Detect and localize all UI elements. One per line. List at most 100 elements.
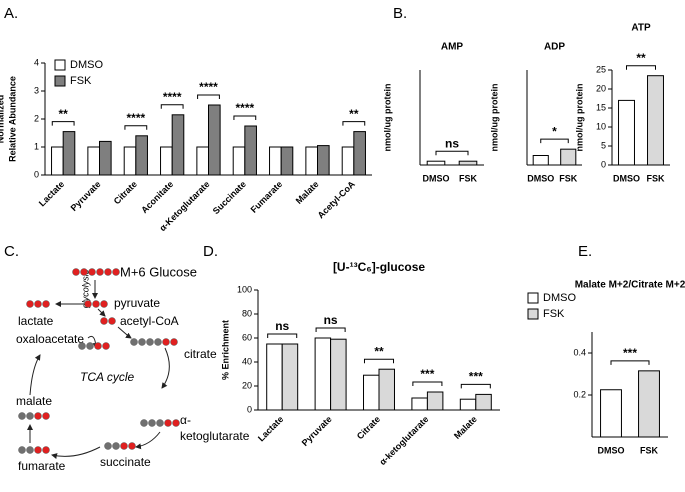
bar xyxy=(87,146,101,176)
legend-swatch xyxy=(527,292,539,304)
bar xyxy=(269,146,282,176)
node-label: acetyl-CoA xyxy=(120,314,179,328)
node-label: ketoglutarate xyxy=(180,429,250,443)
chart-title: Malate M+2/Citrate M+2 xyxy=(575,280,685,291)
carbon-dot xyxy=(92,300,100,308)
carbon-dot xyxy=(172,419,180,427)
y-tick-label: 10 xyxy=(596,121,606,131)
sig-label: **** xyxy=(199,80,218,94)
node-label: fumarate xyxy=(18,459,66,473)
sig-bracket xyxy=(124,125,148,130)
bar xyxy=(317,145,330,176)
carbon-dot xyxy=(112,268,120,276)
carbon-dot xyxy=(100,317,108,325)
y-axis-label: nmol/ug protein xyxy=(574,84,584,152)
carbon-dot xyxy=(42,300,50,308)
bar xyxy=(314,337,332,411)
x-tick-label: Citrate xyxy=(112,179,139,206)
sig-bracket xyxy=(435,150,469,156)
sig-label: * xyxy=(552,124,557,138)
node-label: malate xyxy=(16,394,52,408)
y-axis-label: nmol/ug protein xyxy=(382,84,392,152)
chart-title: AMP xyxy=(441,42,464,53)
carbon-dot xyxy=(154,338,162,346)
x-tick-label: Malate xyxy=(452,414,479,441)
carbon-dot xyxy=(100,300,108,308)
carbon-dot xyxy=(34,300,42,308)
y-tick-label: 0 xyxy=(247,404,252,414)
bar xyxy=(363,374,380,411)
x-tick-label: DMSO xyxy=(613,173,640,183)
carbon-dot xyxy=(162,338,170,346)
carbon-dot xyxy=(88,268,96,276)
bar xyxy=(378,368,395,411)
node-label: α- xyxy=(180,413,191,427)
x-tick-label: FSK xyxy=(640,445,659,455)
y-tick-label: 2 xyxy=(34,113,39,123)
bar xyxy=(51,146,64,176)
carbon-dot xyxy=(26,300,34,308)
bar xyxy=(475,393,492,411)
bar xyxy=(99,140,112,176)
legend-swatch xyxy=(527,308,539,320)
carbon-dot xyxy=(120,442,128,450)
bar xyxy=(135,135,148,176)
carbon-dot xyxy=(148,419,156,427)
legend-label: FSK xyxy=(70,75,92,87)
sig-bracket xyxy=(342,121,366,126)
y-tick-label: 0.4 xyxy=(573,347,586,357)
x-tick-label: Lactate xyxy=(37,179,66,208)
node-label: oxaloacetate xyxy=(16,332,84,346)
bar xyxy=(280,146,294,176)
panel-label: B. xyxy=(393,5,407,22)
carbon-dot xyxy=(94,342,102,350)
y-axis-label: nmol/ug protein xyxy=(489,84,499,152)
bar xyxy=(341,146,355,176)
carbon-dot xyxy=(104,442,112,450)
carbon-dot xyxy=(34,412,42,420)
bar xyxy=(244,125,257,176)
sig-bracket xyxy=(267,333,298,338)
arrow xyxy=(117,326,132,339)
node-label: lactate xyxy=(18,314,54,328)
sig-label: **** xyxy=(235,101,254,115)
carbon-dot xyxy=(34,446,42,454)
legend-swatch xyxy=(54,59,66,71)
x-tick-label: DMSO xyxy=(423,173,450,183)
bar xyxy=(426,160,446,166)
y-axis-label: Relative Abundance xyxy=(7,76,17,162)
x-tick-label: Citrate xyxy=(355,414,382,441)
sig-bracket xyxy=(315,327,346,332)
sig-label: ** xyxy=(374,344,384,358)
node-label: TCA cycle xyxy=(80,370,135,384)
x-tick-label: Malate xyxy=(294,179,321,206)
panel-label: D. xyxy=(203,243,218,260)
x-tick-label: α-ketoglutarate xyxy=(377,414,430,467)
panel-label: A. xyxy=(4,5,18,22)
panel-label: C. xyxy=(4,243,19,260)
sig-label: ns xyxy=(445,136,459,150)
carbon-dot xyxy=(138,338,146,346)
bar xyxy=(532,155,549,166)
sig-label: *** xyxy=(469,370,483,384)
bar xyxy=(266,343,283,411)
node-label: citrate xyxy=(184,347,217,361)
node-label: M+6 Glucose xyxy=(120,264,197,279)
sig-label: ** xyxy=(349,107,359,121)
sig-label: ** xyxy=(636,51,646,65)
legend-label: DMSO xyxy=(70,59,103,71)
x-tick-label: Succinate xyxy=(211,179,248,216)
sig-label: ns xyxy=(324,313,338,327)
bar xyxy=(560,148,577,166)
x-tick-label: Pyruvate xyxy=(300,414,334,448)
sig-label: **** xyxy=(163,90,182,104)
y-tick-label: 100 xyxy=(237,284,252,294)
y-tick-label: 15 xyxy=(596,102,606,112)
carbon-dot xyxy=(156,419,164,427)
carbon-dot xyxy=(86,342,94,350)
sig-bracket xyxy=(197,94,220,99)
x-tick-label: Lactate xyxy=(256,414,285,443)
chart-title: ADP xyxy=(544,42,565,53)
carbon-dot xyxy=(42,412,50,420)
chart-title: ATP xyxy=(631,23,651,34)
